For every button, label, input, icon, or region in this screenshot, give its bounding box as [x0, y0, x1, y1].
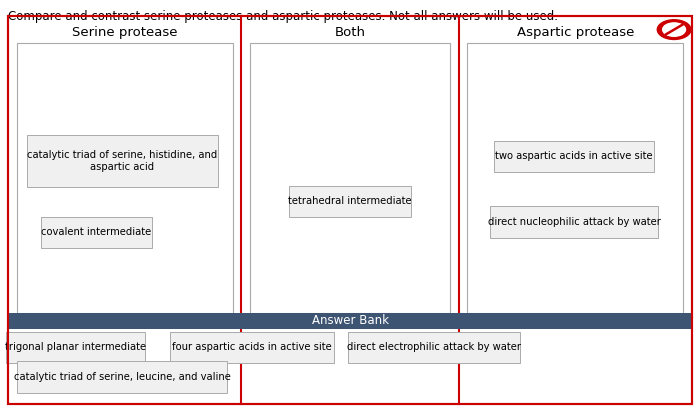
Text: direct electrophilic attack by water: direct electrophilic attack by water	[347, 342, 521, 352]
FancyBboxPatch shape	[490, 206, 658, 238]
Circle shape	[657, 20, 691, 39]
Text: two aspartic acids in active site: two aspartic acids in active site	[495, 151, 653, 161]
FancyBboxPatch shape	[41, 217, 152, 248]
Text: trigonal planar intermediate: trigonal planar intermediate	[5, 342, 146, 352]
FancyBboxPatch shape	[8, 16, 692, 404]
FancyBboxPatch shape	[17, 43, 233, 313]
FancyBboxPatch shape	[8, 313, 692, 329]
Text: tetrahedral intermediate: tetrahedral intermediate	[288, 196, 412, 206]
FancyBboxPatch shape	[349, 332, 519, 363]
Text: four aspartic acids in active site: four aspartic acids in active site	[172, 342, 332, 352]
Text: catalytic triad of serine, histidine, and
aspartic acid: catalytic triad of serine, histidine, an…	[27, 150, 218, 172]
Text: Both: Both	[335, 26, 365, 39]
Text: Serine protease: Serine protease	[72, 26, 177, 39]
Text: Aspartic protease: Aspartic protease	[517, 26, 634, 39]
FancyBboxPatch shape	[250, 43, 450, 313]
FancyBboxPatch shape	[18, 361, 228, 393]
Text: direct nucleophilic attack by water: direct nucleophilic attack by water	[488, 217, 660, 227]
Text: covalent intermediate: covalent intermediate	[41, 227, 152, 237]
Circle shape	[663, 23, 685, 36]
FancyBboxPatch shape	[494, 141, 654, 172]
Text: Answer Bank: Answer Bank	[312, 314, 388, 328]
FancyBboxPatch shape	[288, 186, 412, 217]
FancyBboxPatch shape	[467, 43, 683, 313]
FancyBboxPatch shape	[6, 332, 145, 363]
FancyBboxPatch shape	[170, 332, 334, 363]
Text: Compare and contrast serine proteases and aspartic proteases. Not all answers wi: Compare and contrast serine proteases an…	[8, 10, 559, 23]
FancyBboxPatch shape	[27, 135, 218, 187]
Text: catalytic triad of serine, leucine, and valine: catalytic triad of serine, leucine, and …	[14, 372, 231, 382]
